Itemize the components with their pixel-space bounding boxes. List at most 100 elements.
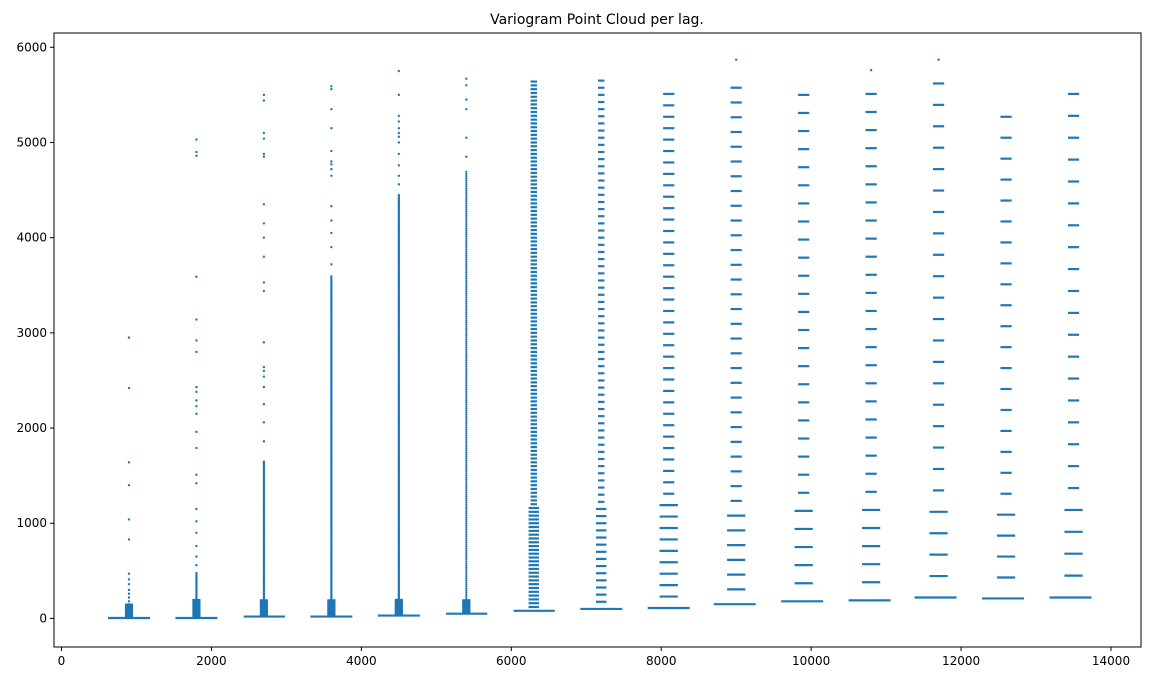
- y-tick-label: 1000: [16, 516, 47, 530]
- lag-group-12: [914, 58, 957, 599]
- data-point: [465, 183, 468, 186]
- data-point: [262, 385, 266, 389]
- data-point: [465, 319, 468, 322]
- data-point: [465, 516, 468, 519]
- lag-group-2: [243, 93, 285, 618]
- data-point: [465, 465, 468, 469]
- data-point: [465, 572, 468, 575]
- data-point: [465, 231, 468, 234]
- data-point: [465, 187, 468, 190]
- data-point: [465, 472, 468, 475]
- data-point: [465, 497, 468, 500]
- data-point: [127, 588, 131, 592]
- data-point: [465, 384, 468, 387]
- data-point: [465, 285, 468, 289]
- lag-group-1: [175, 138, 218, 620]
- data-point: [465, 551, 468, 555]
- data-point: [465, 512, 468, 515]
- data-point: [262, 460, 266, 463]
- data-point: [465, 208, 468, 211]
- x-tick-label: 6000: [496, 654, 527, 668]
- data-point: [465, 264, 468, 268]
- x-tick-label: 8000: [646, 654, 677, 668]
- data-point: [465, 317, 468, 320]
- y-tick-label: 5000: [16, 135, 47, 149]
- data-point: [262, 155, 266, 158]
- data-point: [465, 185, 468, 188]
- data-point: [465, 407, 468, 410]
- data-point: [465, 363, 468, 366]
- data-point: [127, 538, 131, 541]
- data-point: [195, 404, 198, 408]
- lag-group-4: [377, 69, 420, 617]
- data-point: [127, 461, 131, 464]
- data-point: [195, 318, 198, 321]
- data-point: [262, 131, 266, 135]
- data-point: [465, 155, 468, 158]
- data-point: [465, 325, 468, 328]
- data-point: [465, 248, 468, 251]
- data-point: [465, 424, 468, 427]
- data-point: [330, 219, 333, 222]
- data-point: [330, 205, 333, 208]
- data-point: [195, 350, 198, 354]
- data-point: [465, 250, 468, 253]
- data-point: [465, 545, 468, 548]
- data-point: [262, 152, 266, 156]
- data-point: [465, 576, 468, 580]
- data-point: [465, 212, 468, 215]
- data-point: [465, 453, 468, 456]
- data-point: [465, 482, 468, 485]
- lag-group-3: [310, 85, 353, 618]
- data-point: [262, 421, 266, 424]
- data-point: [465, 380, 468, 383]
- data-point: [465, 329, 468, 333]
- data-point: [465, 440, 468, 444]
- data-point: [465, 392, 468, 395]
- data-point: [195, 482, 198, 485]
- data-point: [195, 412, 198, 415]
- data-point: [465, 327, 468, 330]
- data-point: [465, 204, 468, 207]
- data-point: [397, 126, 401, 130]
- data-point: [465, 315, 468, 318]
- plot-area-frame: [53, 32, 1142, 648]
- data-point: [465, 267, 468, 270]
- data-point: [465, 229, 468, 232]
- data-point: [465, 279, 468, 282]
- data-point: [465, 206, 468, 209]
- data-point: [465, 549, 468, 552]
- data-point: [465, 191, 468, 194]
- lag-group-8: [647, 92, 690, 610]
- data-point: [465, 415, 468, 418]
- data-point: [465, 445, 468, 448]
- data-point: [465, 438, 468, 441]
- data-point: [465, 526, 468, 529]
- data-point: [465, 281, 468, 284]
- data-point: [465, 373, 468, 377]
- data-point: [465, 476, 468, 479]
- data-point: [262, 281, 266, 284]
- data-point: [397, 193, 400, 197]
- data-point: [465, 434, 468, 437]
- data-point: [330, 87, 333, 91]
- data-point: [465, 401, 468, 404]
- data-point: [465, 520, 468, 523]
- data-point: [127, 572, 131, 575]
- data-point: [330, 85, 333, 88]
- data-point: [195, 275, 198, 278]
- data-point: [465, 378, 468, 381]
- data-point: [465, 172, 468, 175]
- data-point: [465, 553, 468, 557]
- data-point: [465, 505, 468, 508]
- data-point: [465, 290, 468, 293]
- data-point: [465, 235, 468, 238]
- data-point: [869, 68, 873, 72]
- data-point: [465, 365, 468, 368]
- data-point: [195, 507, 198, 511]
- data-point: [465, 369, 468, 372]
- data-point: [465, 547, 468, 550]
- data-point: [397, 152, 401, 156]
- data-point: [465, 581, 468, 584]
- data-point: [465, 428, 468, 431]
